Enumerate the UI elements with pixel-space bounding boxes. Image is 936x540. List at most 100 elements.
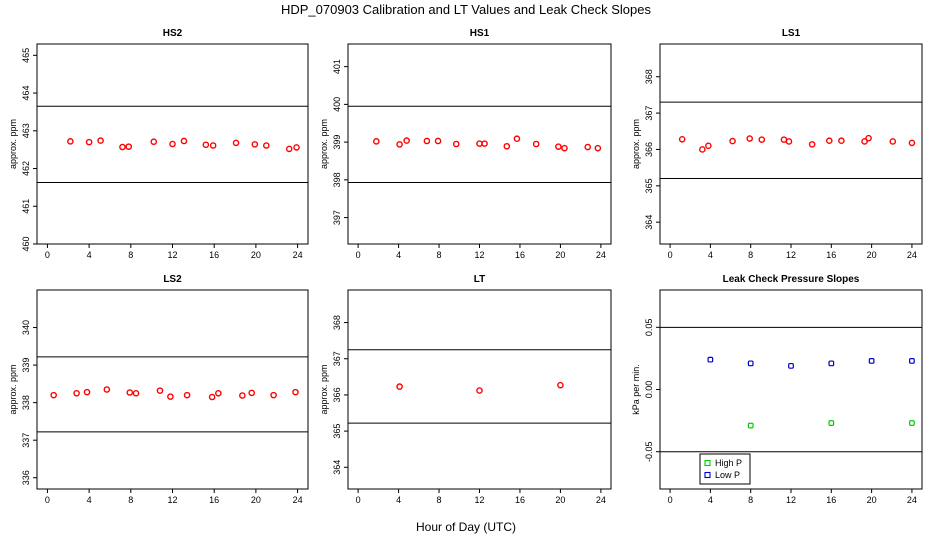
data-point-series [270, 391, 277, 399]
data-point-series [396, 383, 403, 390]
x-tick-label: 0 [356, 250, 361, 260]
legend-label-high-p: High P [715, 458, 742, 468]
plot-frame [347, 289, 612, 490]
x-tick-label: 24 [907, 250, 917, 260]
y-tick-label: 366 [332, 387, 342, 402]
plot-frame [36, 289, 309, 490]
data-point-series [561, 144, 568, 152]
x-tick-label: 20 [867, 250, 877, 260]
data-point-series [746, 135, 753, 142]
y-tick-label: 0.05 [644, 319, 654, 337]
y-axis-label: approx. ppm [8, 364, 18, 414]
data-point-series [251, 141, 259, 148]
legend-marker-low-p [704, 471, 711, 479]
x-tick-label: 4 [87, 250, 92, 260]
data-point-low-p [909, 357, 915, 364]
data-point-series [557, 381, 564, 389]
x-tick-label: 0 [668, 250, 673, 260]
data-point-series [239, 392, 246, 399]
x-tick-label: 20 [555, 495, 565, 505]
x-tick-label: 8 [128, 250, 133, 260]
figure-xlabel: Hour of Day (UTC) [416, 520, 516, 534]
data-point-series [125, 143, 133, 150]
x-tick-label: 0 [668, 495, 673, 505]
data-point-series [532, 140, 540, 148]
data-point-series [594, 144, 602, 152]
y-axis-label: approx. ppm [319, 364, 329, 414]
x-tick-label: 12 [786, 250, 796, 260]
y-tick-label: 462 [21, 161, 31, 176]
y-tick-label: 366 [644, 142, 654, 157]
y-tick-label: 461 [21, 199, 31, 214]
data-point-series [865, 134, 872, 142]
data-point-series [180, 137, 188, 145]
x-tick-label: 8 [128, 495, 133, 505]
data-point-series [373, 138, 380, 145]
data-point-high-p [909, 420, 915, 426]
data-point-series [169, 140, 176, 148]
panel-lt: LT 0 4 8 12 16 20 24 364 365 366 367 368 approx. ppm [319, 274, 612, 505]
data-point-series [209, 142, 217, 149]
data-point-low-p [828, 360, 835, 367]
x-tick-label: 12 [167, 250, 177, 260]
data-point-series [513, 135, 521, 143]
y-tick-label: -0.05 [644, 441, 654, 462]
data-point-series [83, 388, 91, 396]
x-tick-label: 24 [293, 495, 303, 505]
data-point-series [808, 141, 816, 148]
data-point-series [476, 387, 483, 394]
panel-leak-check-pressure-slopes: Leak Check Pressure Slopes 0 4 8 12 16 20 24 -0.… [631, 274, 923, 505]
data-point-series [119, 143, 126, 151]
data-point-series [73, 389, 80, 397]
data-point-series [861, 138, 868, 145]
data-point-series [403, 137, 410, 144]
y-tick-label: 367 [644, 106, 654, 121]
y-tick-label: 460 [21, 236, 31, 251]
x-tick-label: 4 [708, 250, 713, 260]
plot-frame [36, 43, 309, 245]
x-tick-label: 24 [907, 495, 917, 505]
x-tick-label: 16 [209, 250, 219, 260]
plot-frame [659, 289, 923, 490]
data-point-series [838, 137, 845, 145]
figure-title: HDP_070903 Calibration and LT Values and… [281, 2, 652, 17]
y-tick-label: 0.00 [644, 381, 654, 399]
y-tick-label: 364 [332, 460, 342, 475]
x-tick-label: 0 [356, 495, 361, 505]
x-tick-label: 12 [786, 495, 796, 505]
data-point-series [705, 142, 712, 150]
legend-label-low-p: Low P [715, 470, 740, 480]
data-point-series [481, 140, 488, 147]
legend-box [699, 453, 751, 485]
y-tick-label: 397 [332, 210, 342, 225]
y-axis-label: kPa per min. [631, 364, 641, 415]
data-point-series [452, 140, 460, 148]
data-point-low-p [788, 362, 794, 369]
y-tick-label: 464 [21, 86, 31, 101]
data-point-series [785, 138, 793, 145]
panel-title: LT [474, 274, 485, 285]
y-tick-label: 338 [21, 395, 31, 410]
data-point-series [202, 141, 210, 149]
y-tick-label: 339 [21, 358, 31, 373]
x-tick-label: 20 [251, 495, 261, 505]
data-point-series [396, 141, 403, 148]
x-tick-label: 4 [396, 495, 401, 505]
data-point-series [908, 139, 916, 147]
x-tick-label: 4 [396, 250, 401, 260]
data-point-series [208, 393, 216, 401]
x-tick-label: 20 [555, 250, 565, 260]
data-point-series [503, 142, 511, 150]
data-point-series [292, 388, 299, 396]
x-tick-label: 24 [596, 495, 606, 505]
data-point-series [232, 139, 240, 147]
data-point-series [889, 138, 897, 145]
y-tick-label: 365 [644, 178, 654, 193]
data-point-low-p [868, 357, 875, 364]
data-point-series [150, 138, 158, 146]
data-point-series [293, 144, 300, 151]
x-tick-label: 16 [209, 495, 219, 505]
x-tick-label: 20 [867, 495, 877, 505]
y-tick-label: 465 [21, 48, 31, 63]
data-point-series [758, 136, 766, 143]
